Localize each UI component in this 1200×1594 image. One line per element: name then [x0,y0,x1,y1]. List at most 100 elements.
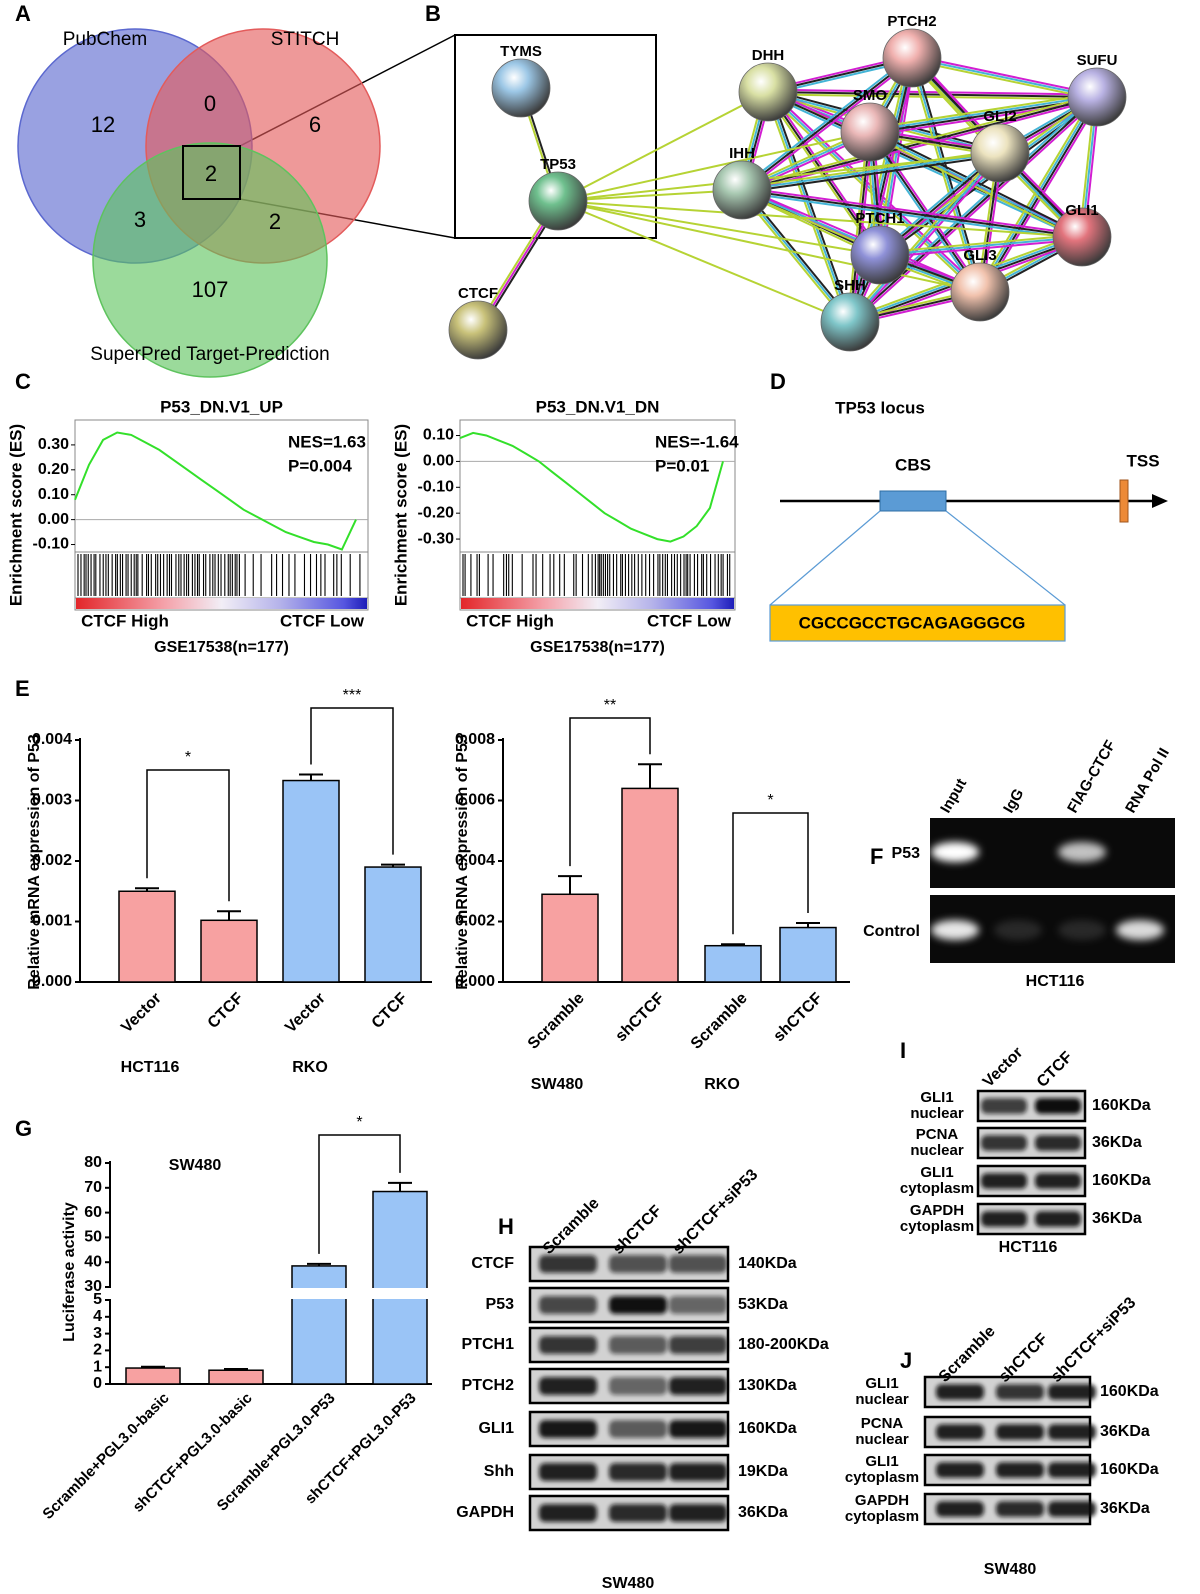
zoom-line [769,510,881,606]
nes-label: NES=1.63 [288,432,366,451]
edge [869,94,1097,132]
row-label: GLI1 [920,1089,953,1106]
significance-bracket [310,707,394,855]
bar [621,787,679,983]
edge [741,191,1082,241]
x-tick-label: shCTCF [770,990,826,1046]
blot-band [669,1296,727,1314]
row-label: P53 [892,845,921,862]
row-label: GLI1 [865,1453,898,1470]
error-bar [388,1181,412,1192]
blot-band [669,1463,727,1481]
blot-band [996,1501,1044,1517]
error-bar [217,910,241,921]
row-label: nuclear [855,1431,909,1448]
edge [911,57,1098,98]
edge [911,57,981,293]
group-label: RKO [704,1076,740,1093]
y-tick-label: 0.003 [32,792,72,809]
gel-band [931,842,979,862]
edge [557,200,851,323]
edge [768,88,1098,96]
row-label: PCNA [861,1415,904,1432]
panel-letter: D [770,369,786,394]
y-tick-label: 0 [93,1375,102,1392]
error-bar [224,1368,248,1371]
locus-arrow [1152,494,1168,508]
rank-gradient [76,598,367,609]
y-tick-label: 0.30 [38,436,69,453]
edge [868,133,1082,241]
es-curve [459,431,724,543]
panel-letter: F [870,844,883,869]
protein-node [491,58,551,118]
sequence-box [769,604,1066,642]
node-label: SMO [853,87,888,104]
row-label: Control [863,923,920,940]
protein-node [850,225,910,285]
edge [741,93,1097,189]
edge [557,131,871,202]
edge [911,59,1097,101]
blot-band [609,1377,667,1395]
gel-band [1116,920,1164,940]
edge [881,58,916,256]
x-label: CTCF Low [647,611,732,630]
edge [908,58,979,293]
y-tick-label: 5 [93,1291,102,1308]
cell-line-label: SW480 [602,1575,655,1592]
blot-band [996,1424,1044,1440]
edge [741,152,1001,191]
node-label: TYMS [500,43,542,60]
lane-label: FlAG-CTCF [1064,737,1119,815]
row-label: GLI1 [920,1164,953,1181]
node-label: PTCH1 [855,210,904,227]
y-tick-label: -0.30 [418,530,455,547]
gsea-title: P53_DN.V1_DN [536,397,660,416]
row-label: PCNA [916,1126,959,1143]
edge [847,150,999,322]
significance-bracket [569,717,651,867]
blot-band [1048,1462,1096,1478]
y-tick-label: 0.000 [455,973,495,990]
blot-band [669,1420,727,1438]
edge [557,200,981,293]
edge [741,57,913,191]
es-curve [74,431,357,551]
kda-label: 140KDa [738,1255,797,1272]
edge [879,233,1082,254]
edge [557,152,1001,202]
y-axis-label: Luciferase activity [61,1202,78,1342]
panel-letter: I [900,1038,906,1063]
node-label: PTCH2 [887,13,936,30]
lane-label: shCTCF+siP53 [1048,1294,1140,1386]
node-label: IHH [729,145,755,162]
axis-break [102,1288,434,1299]
x-tick-label: Vector [118,990,165,1037]
zoom-box [454,34,657,239]
y-axis-label: Relative mRNA expression of P53 [26,734,43,990]
protein-node [970,123,1030,183]
edge [557,189,743,202]
blot-band [539,1420,597,1438]
panel-letter: B [425,1,441,26]
protein-node [528,171,588,231]
blot-band [981,1173,1027,1189]
blot-band [936,1424,984,1440]
y-tick-label: 0.20 [38,461,69,478]
blot-band [609,1336,667,1354]
y-tick-label: 0.002 [455,913,495,930]
x-label: CTCF High [81,611,169,630]
kda-label: 160KDa [738,1420,797,1437]
edge [912,54,1098,96]
blot-band [936,1384,984,1400]
zoom-line [945,510,1066,606]
edge [557,200,1083,238]
cell-line-label: HCT116 [999,1239,1058,1256]
gel-band [994,920,1042,940]
blot-band [609,1296,667,1314]
edge [739,55,912,189]
bar [125,1367,181,1385]
kda-label: 36KDa [738,1504,788,1521]
blot-band [1048,1501,1096,1517]
